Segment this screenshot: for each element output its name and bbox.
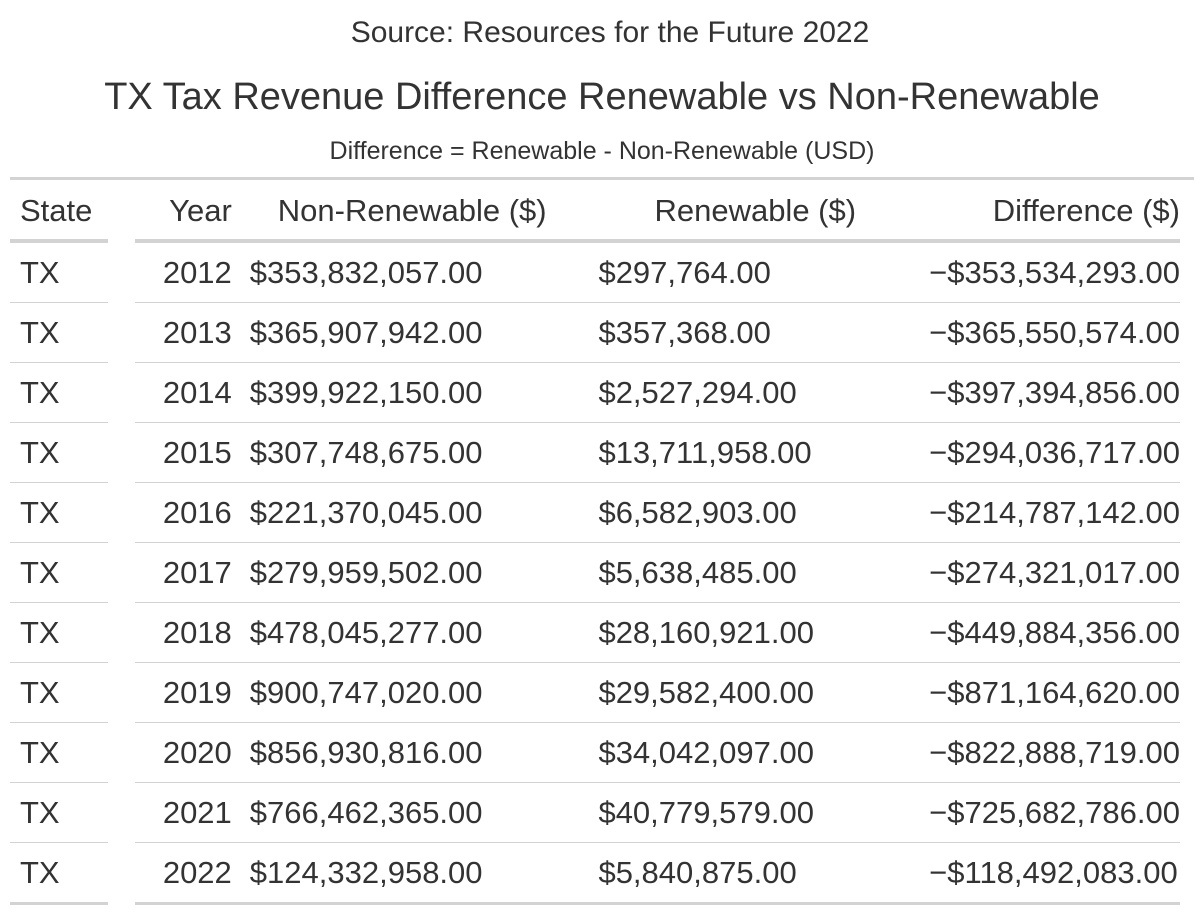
cell-state: TX (10, 843, 109, 905)
cell-difference: −$871,164,620.00 (919, 663, 1180, 723)
cell-year: 2020 (135, 723, 244, 783)
cell-year: 2014 (135, 363, 244, 423)
column-gap (108, 303, 135, 363)
table-row: TX 2021 $766,462,365.00 $40,779,579.00 −$725… (10, 783, 1180, 843)
column-gap (108, 783, 135, 843)
cell-difference: −$294,036,717.00 (919, 423, 1180, 483)
cell-non-renewable: $353,832,057.00 (243, 243, 593, 303)
cell-state: TX (10, 423, 109, 483)
table-row: TX 2018 $478,045,277.00 $28,160,921.00 −$449… (10, 603, 1180, 663)
column-header-renewable: Renewable ($) (592, 183, 920, 243)
cell-non-renewable: $478,045,277.00 (243, 603, 593, 663)
table-row: TX 2013 $365,907,942.00 $357,368.00 −$365,55… (10, 303, 1180, 363)
cell-renewable: $29,582,400.00 (592, 663, 920, 723)
cell-renewable: $5,840,875.00 (592, 843, 920, 905)
column-gap (108, 363, 135, 423)
cell-state: TX (10, 603, 109, 663)
cell-difference: −$449,884,356.00 (919, 603, 1180, 663)
cell-non-renewable: $307,748,675.00 (243, 423, 593, 483)
cell-year: 2018 (135, 603, 244, 663)
cell-non-renewable: $124,332,958.00 (243, 843, 593, 905)
table-row: TX 2020 $856,930,816.00 $34,042,097.00 −$822… (10, 723, 1180, 783)
cell-renewable: $6,582,903.00 (592, 483, 920, 543)
column-gap (108, 663, 135, 723)
revenue-table: State Year Non-Renewable ($) Renewable (… (10, 183, 1180, 905)
cell-state: TX (10, 543, 109, 603)
cell-non-renewable: $279,959,502.00 (243, 543, 593, 603)
cell-difference: −$118,492,083.00 (919, 843, 1180, 905)
table-row: TX 2022 $124,332,958.00 $5,840,875.00 −$118,… (10, 843, 1180, 905)
cell-renewable: $34,042,097.00 (592, 723, 920, 783)
cell-state: TX (10, 363, 109, 423)
column-gap (108, 423, 135, 483)
cell-year: 2019 (135, 663, 244, 723)
cell-difference: −$365,550,574.00 (919, 303, 1180, 363)
table-body: TX 2012 $353,832,057.00 $297,764.00 −$353,53… (10, 243, 1180, 905)
table-subtitle: Difference = Renewable - Non-Renewable (… (329, 137, 875, 165)
column-gap (108, 543, 135, 603)
column-header-difference: Difference ($) (919, 183, 1180, 243)
cell-non-renewable: $766,462,365.00 (243, 783, 593, 843)
table-row: TX 2012 $353,832,057.00 $297,764.00 −$353,53… (10, 243, 1180, 303)
cell-year: 2016 (135, 483, 244, 543)
cell-state: TX (10, 663, 109, 723)
cell-state: TX (10, 303, 109, 363)
table-title: TX Tax Revenue Difference Renewable vs N… (104, 76, 1100, 118)
cell-non-renewable: $221,370,045.00 (243, 483, 593, 543)
cell-renewable: $2,527,294.00 (592, 363, 920, 423)
column-gap (108, 723, 135, 783)
cell-state: TX (10, 483, 109, 543)
table-row: TX 2014 $399,922,150.00 $2,527,294.00 −$397,… (10, 363, 1180, 423)
cell-difference: −$214,787,142.00 (919, 483, 1180, 543)
table-row: TX 2017 $279,959,502.00 $5,638,485.00 −$274,… (10, 543, 1180, 603)
column-gap (108, 483, 135, 543)
cell-non-renewable: $856,930,816.00 (243, 723, 593, 783)
table-header-row: State Year Non-Renewable ($) Renewable (… (10, 183, 1180, 243)
column-gap (108, 243, 135, 303)
column-gap (108, 843, 135, 905)
cell-renewable: $5,638,485.00 (592, 543, 920, 603)
table-row: TX 2015 $307,748,675.00 $13,711,958.00 −$294… (10, 423, 1180, 483)
table-top-rule (10, 177, 1194, 180)
cell-state: TX (10, 723, 109, 783)
column-gap (108, 603, 135, 663)
cell-state: TX (10, 243, 109, 303)
cell-renewable: $357,368.00 (592, 303, 920, 363)
table-row: TX 2016 $221,370,045.00 $6,582,903.00 −$214,… (10, 483, 1180, 543)
cell-non-renewable: $365,907,942.00 (243, 303, 593, 363)
table-row: TX 2019 $900,747,020.00 $29,582,400.00 −$871… (10, 663, 1180, 723)
cell-year: 2021 (135, 783, 244, 843)
cell-renewable: $28,160,921.00 (592, 603, 920, 663)
cell-year: 2015 (135, 423, 244, 483)
column-header-state: State (10, 183, 109, 243)
cell-difference: −$353,534,293.00 (919, 243, 1180, 303)
table-source-note: Source: Resources for the Future 2022 (350, 16, 870, 49)
column-gap (108, 183, 135, 243)
cell-difference: −$397,394,856.00 (919, 363, 1180, 423)
cell-year: 2012 (135, 243, 244, 303)
cell-state: TX (10, 783, 109, 843)
cell-renewable: $297,764.00 (592, 243, 920, 303)
cell-difference: −$725,682,786.00 (919, 783, 1180, 843)
column-header-year: Year (135, 183, 244, 243)
cell-non-renewable: $399,922,150.00 (243, 363, 593, 423)
cell-year: 2022 (135, 843, 244, 905)
cell-renewable: $40,779,579.00 (592, 783, 920, 843)
column-header-non-renewable: Non-Renewable ($) (243, 183, 593, 243)
cell-difference: −$822,888,719.00 (919, 723, 1180, 783)
cell-renewable: $13,711,958.00 (592, 423, 920, 483)
cell-difference: −$274,321,017.00 (919, 543, 1180, 603)
cell-year: 2017 (135, 543, 244, 603)
cell-year: 2013 (135, 303, 244, 363)
cell-non-renewable: $900,747,020.00 (243, 663, 593, 723)
